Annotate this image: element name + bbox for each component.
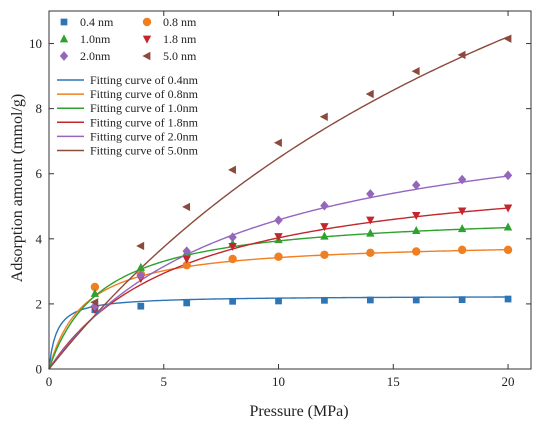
data-point <box>273 138 282 148</box>
data-point <box>412 212 421 221</box>
data-point <box>136 262 146 271</box>
y-tick-label: 4 <box>36 231 43 246</box>
x-axis-title: Pressure (MPa) <box>249 403 348 420</box>
legend-label: 1.0nm <box>80 32 111 46</box>
fit-curve <box>48 207 509 370</box>
data-point <box>457 224 467 233</box>
data-point <box>503 204 513 213</box>
plot-border <box>48 10 532 370</box>
data-point <box>503 222 513 231</box>
data-point <box>412 226 421 235</box>
data-point <box>274 215 283 226</box>
data-point <box>274 233 283 242</box>
y-tick-label: 8 <box>36 101 43 116</box>
legend-marker <box>60 18 68 26</box>
data-point <box>366 216 375 225</box>
x-tick-label: 15 <box>387 374 400 389</box>
data-markers <box>90 34 513 315</box>
data-point <box>365 89 374 99</box>
data-point <box>182 202 191 212</box>
data-point <box>319 112 328 121</box>
data-point <box>457 245 467 255</box>
legend-label: Fitting curve of 0.4nm <box>90 73 199 87</box>
data-point <box>503 170 513 181</box>
data-point <box>136 241 145 251</box>
data-point <box>183 299 191 307</box>
data-point <box>274 252 283 261</box>
legend-marker <box>59 34 69 43</box>
legend-label: Fitting curve of 5.0nm <box>90 144 199 158</box>
fit-curve <box>48 36 509 370</box>
fit-curve <box>48 175 509 370</box>
y-tick-label: 6 <box>36 166 43 181</box>
data-point <box>137 302 145 310</box>
legend-label: Fitting curve of 1.0nm <box>90 101 199 115</box>
legend-label: 2.0nm <box>80 49 111 63</box>
legend-label: 0.8 nm <box>163 15 197 29</box>
data-point <box>228 242 237 251</box>
data-point <box>321 296 328 304</box>
plot-frame <box>48 10 532 370</box>
data-point <box>320 223 329 232</box>
legend-marker <box>59 51 69 61</box>
fit-curve <box>48 296 509 370</box>
legend-label: 0.4 nm <box>80 15 114 29</box>
data-point <box>90 288 100 297</box>
legend-marker <box>142 17 152 27</box>
legend: 0.4 nm 0.8 nm 1.0nm 1.8 nm 2.0nm 5.0 nm Fittin… <box>57 15 199 158</box>
data-point <box>366 189 375 199</box>
data-point <box>320 250 329 259</box>
data-point <box>90 298 99 307</box>
x-tick-label: 20 <box>502 374 515 389</box>
fit-curve <box>48 248 509 370</box>
data-point <box>227 165 236 175</box>
axes: 0 5 10 15 20 0 2 4 6 8 10 <box>29 11 531 389</box>
legend-label: Fitting curve of 0.8nm <box>90 87 199 101</box>
legend-marker <box>142 51 151 61</box>
data-point <box>504 295 512 303</box>
data-point <box>411 67 420 76</box>
x-tick-label: 10 <box>272 374 285 389</box>
legend-label: 5.0 nm <box>163 49 197 63</box>
data-point <box>228 232 237 243</box>
x-tick-label: 0 <box>46 374 53 389</box>
data-point <box>182 255 191 264</box>
legend-label: 1.8 nm <box>163 32 197 46</box>
legend-label: Fitting curve of 1.8nm <box>90 115 199 129</box>
data-point <box>366 296 374 304</box>
data-point <box>320 200 329 211</box>
y-tick-label: 2 <box>36 296 43 311</box>
data-point <box>457 50 466 60</box>
data-point <box>182 260 191 270</box>
y-tick-label: 10 <box>29 36 42 51</box>
data-point <box>457 174 467 185</box>
data-point <box>503 245 513 255</box>
x-tick-label: 5 <box>161 374 168 389</box>
data-point <box>136 270 146 281</box>
data-point <box>412 247 421 256</box>
y-tick-label: 0 <box>36 362 43 377</box>
data-point <box>412 296 420 304</box>
data-point <box>90 282 100 292</box>
legend-marker <box>142 35 152 44</box>
data-point <box>412 180 421 190</box>
data-point <box>458 296 466 304</box>
data-point <box>275 297 282 305</box>
data-point <box>366 228 375 237</box>
y-axis-title: Adsorption amount (mmol/g) <box>9 94 26 282</box>
data-point <box>457 207 467 216</box>
data-point <box>503 34 512 43</box>
data-point <box>182 246 191 257</box>
data-point <box>228 254 237 264</box>
data-point <box>366 248 375 258</box>
legend-label: Fitting curve of 2.0nm <box>90 129 199 143</box>
data-point <box>320 231 329 240</box>
data-point <box>229 297 236 305</box>
